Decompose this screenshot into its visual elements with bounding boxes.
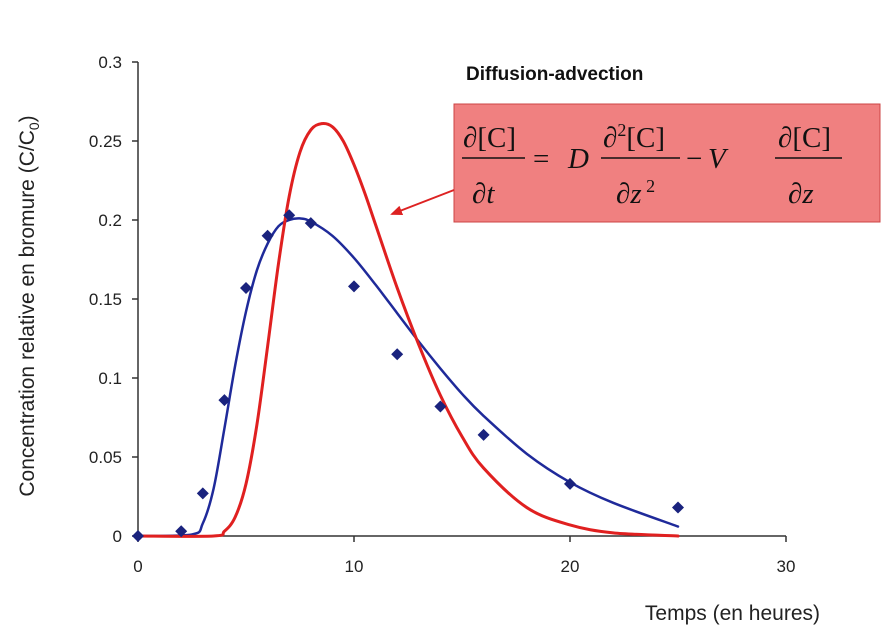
x-axis-title: Temps (en heures)	[645, 602, 820, 625]
y-axis-title-sub: 0	[26, 122, 42, 130]
series-curve-1	[136, 217, 680, 538]
eq-lhs-den: ∂t	[472, 178, 495, 210]
eq-D: D	[567, 143, 589, 175]
data-point	[218, 394, 231, 407]
y-tick-label: 0.05	[89, 448, 122, 467]
series-curve-2	[136, 121, 680, 538]
equation-box: ∂[C] ∂t = D ∂2[C] ∂z 2 − V ∂[C] ∂z	[453, 103, 881, 223]
eq-V: V	[708, 143, 729, 175]
data-point	[283, 209, 296, 222]
x-tick-label: 10	[345, 557, 364, 576]
data-point	[304, 217, 317, 230]
data-point	[261, 229, 274, 242]
data-point	[391, 348, 404, 361]
data-point	[196, 487, 209, 500]
x-tick-label: 30	[777, 557, 796, 576]
eq-rhs-num: ∂[C]	[778, 122, 831, 154]
data-point	[564, 477, 576, 490]
tick-labels: 0 0.05 0.1 0.15 0.2 0.25 0.3 0 10 20 30	[89, 53, 796, 576]
y-tick-label: 0.2	[98, 211, 122, 230]
data-point	[672, 501, 684, 514]
equation-box-background	[453, 103, 881, 223]
eq-mid-num: ∂2[C]	[603, 120, 665, 154]
x-tick-label: 0	[133, 557, 142, 576]
eq-rhs-den: ∂z	[788, 178, 814, 210]
y-tick-label: 0.25	[89, 132, 122, 151]
eq-lhs-num: ∂[C]	[463, 122, 516, 154]
chart-title: Diffusion-advection	[466, 64, 643, 85]
y-axis-title: Concentration relative en bromure (C/C0)	[16, 115, 42, 496]
y-tick-label: 0.1	[98, 369, 122, 388]
data-point	[240, 281, 252, 294]
data-point	[477, 428, 490, 441]
y-axis-title-main: Concentration relative en bromure (C/C	[16, 130, 39, 497]
data-point	[434, 400, 447, 413]
eq-equals: =	[533, 143, 549, 175]
y-tick-label: 0.3	[98, 53, 122, 72]
eq-minus: −	[686, 143, 702, 175]
annotation-arrow	[390, 189, 455, 216]
data-point	[132, 530, 144, 542]
series-layer	[132, 121, 684, 542]
data-point	[348, 280, 360, 293]
data-point	[175, 525, 188, 538]
y-axis-title-close: )	[16, 115, 39, 122]
y-tick-label: 0.15	[89, 290, 122, 309]
y-tick-label: 0	[113, 527, 122, 546]
x-tick-label: 20	[561, 557, 580, 576]
